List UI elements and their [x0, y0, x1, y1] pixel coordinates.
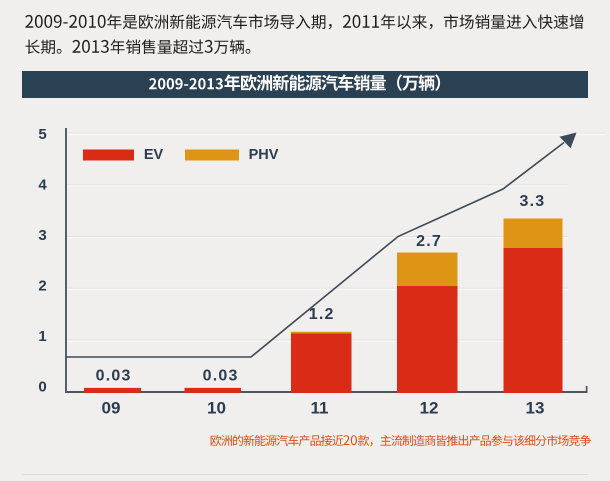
svg-text:4: 4	[38, 177, 47, 194]
svg-text:10: 10	[207, 398, 226, 417]
svg-text:3: 3	[38, 227, 46, 244]
svg-text:5: 5	[38, 126, 46, 143]
svg-text:0.03: 0.03	[203, 368, 239, 385]
svg-text:11: 11	[311, 398, 329, 417]
svg-text:13: 13	[526, 398, 545, 417]
svg-text:3.3: 3.3	[519, 193, 545, 210]
svg-text:2.7: 2.7	[416, 233, 442, 250]
svg-text:PHV: PHV	[249, 147, 279, 163]
svg-text:0: 0	[38, 378, 46, 395]
svg-text:0.03: 0.03	[96, 368, 132, 385]
svg-text:1.2: 1.2	[309, 306, 335, 323]
svg-text:EV: EV	[144, 147, 164, 163]
svg-text:12: 12	[420, 398, 439, 417]
svg-text:2: 2	[38, 277, 46, 294]
svg-text:09: 09	[102, 398, 121, 417]
svg-text:1: 1	[38, 328, 46, 345]
